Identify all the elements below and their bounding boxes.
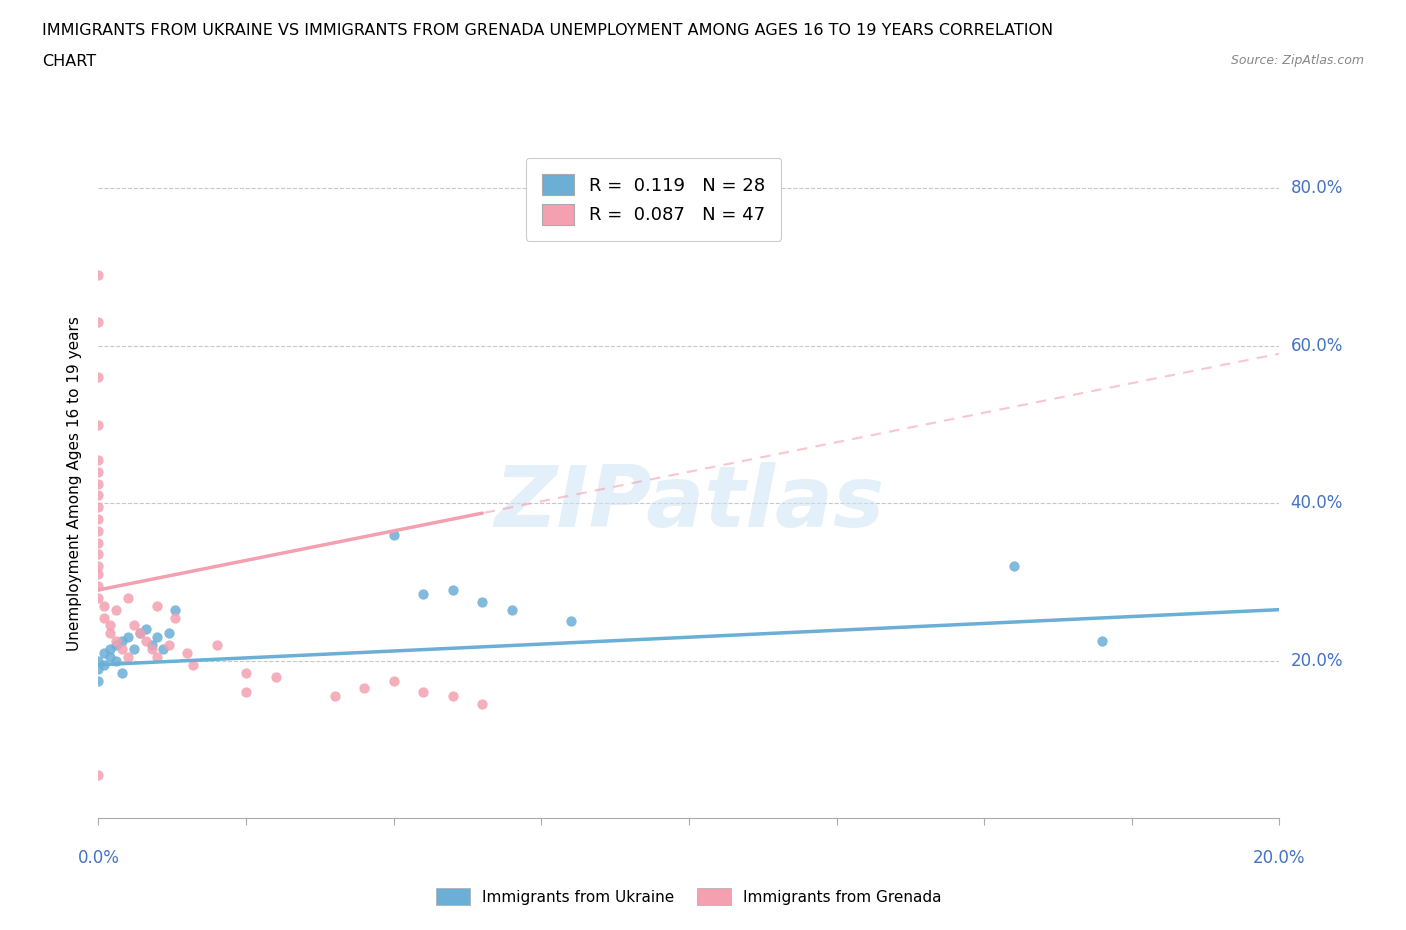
Text: IMMIGRANTS FROM UKRAINE VS IMMIGRANTS FROM GRENADA UNEMPLOYMENT AMONG AGES 16 TO: IMMIGRANTS FROM UKRAINE VS IMMIGRANTS FR… [42, 23, 1053, 38]
Text: 80.0%: 80.0% [1291, 179, 1343, 197]
Point [117, 649, 139, 664]
Text: 40.0%: 40.0% [1291, 494, 1343, 512]
Point [98, 642, 121, 657]
Point [98, 626, 121, 641]
Point [87, 547, 110, 562]
Point [111, 665, 134, 680]
Point [441, 582, 464, 597]
Point [152, 642, 174, 657]
Point [382, 673, 405, 688]
Text: 20.0%: 20.0% [1253, 849, 1306, 867]
Point [165, 610, 187, 625]
Point [87, 370, 110, 385]
Point [87, 488, 110, 503]
Point [93, 610, 115, 625]
Point [105, 638, 128, 653]
Point [87, 673, 110, 688]
Point [87, 661, 110, 676]
Point [87, 654, 110, 669]
Point [181, 658, 204, 672]
Text: CHART: CHART [42, 54, 96, 69]
Point [135, 633, 157, 648]
Point [157, 626, 180, 641]
Text: 0.0%: 0.0% [77, 849, 120, 867]
Point [122, 618, 145, 632]
Point [111, 633, 134, 648]
Point [353, 681, 375, 696]
Point [87, 767, 110, 782]
Point [93, 658, 115, 672]
Point [128, 626, 150, 641]
Point [105, 654, 128, 669]
Point [1002, 559, 1025, 574]
Text: ZIPatlas: ZIPatlas [494, 462, 884, 545]
Point [87, 417, 110, 432]
Point [235, 665, 257, 680]
Point [117, 591, 139, 605]
Point [93, 645, 115, 660]
Point [87, 268, 110, 283]
Point [560, 614, 582, 629]
Point [323, 689, 346, 704]
Point [1091, 633, 1114, 648]
Point [264, 670, 287, 684]
Point [501, 603, 523, 618]
Point [98, 649, 121, 664]
Text: Source: ZipAtlas.com: Source: ZipAtlas.com [1230, 54, 1364, 67]
Point [146, 649, 169, 664]
Point [176, 645, 198, 660]
Point [87, 464, 110, 479]
Point [87, 314, 110, 329]
Point [382, 527, 405, 542]
Point [471, 594, 494, 609]
Point [105, 633, 128, 648]
Point [146, 630, 169, 644]
Point [471, 697, 494, 711]
Point [87, 566, 110, 581]
Point [105, 603, 128, 618]
Point [87, 512, 110, 526]
Point [87, 536, 110, 551]
Point [165, 603, 187, 618]
Point [87, 591, 110, 605]
Point [87, 499, 110, 514]
Legend: Immigrants from Ukraine, Immigrants from Grenada: Immigrants from Ukraine, Immigrants from… [430, 883, 948, 911]
Point [93, 598, 115, 613]
Point [111, 642, 134, 657]
Point [87, 453, 110, 468]
Point [205, 638, 228, 653]
Point [87, 476, 110, 491]
Text: 20.0%: 20.0% [1291, 652, 1343, 670]
Point [87, 524, 110, 538]
Point [135, 622, 157, 637]
Point [87, 578, 110, 593]
Text: 60.0%: 60.0% [1291, 337, 1343, 354]
Point [141, 638, 163, 653]
Point [98, 618, 121, 632]
Point [235, 684, 257, 699]
Point [117, 630, 139, 644]
Point [141, 642, 163, 657]
Point [157, 638, 180, 653]
Point [146, 598, 169, 613]
Point [412, 587, 434, 602]
Point [128, 626, 150, 641]
Y-axis label: Unemployment Among Ages 16 to 19 years: Unemployment Among Ages 16 to 19 years [67, 316, 83, 651]
Point [87, 559, 110, 574]
Point [441, 689, 464, 704]
Point [122, 642, 145, 657]
Point [412, 684, 434, 699]
